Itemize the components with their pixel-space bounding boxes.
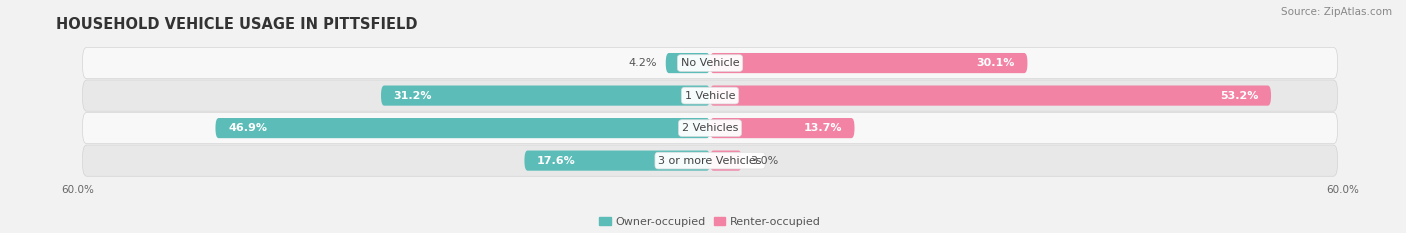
- Text: 46.9%: 46.9%: [228, 123, 267, 133]
- Text: 17.6%: 17.6%: [537, 156, 576, 166]
- Text: 4.2%: 4.2%: [628, 58, 657, 68]
- Text: 31.2%: 31.2%: [394, 91, 432, 101]
- Text: 30.1%: 30.1%: [976, 58, 1015, 68]
- Text: 2 Vehicles: 2 Vehicles: [682, 123, 738, 133]
- FancyBboxPatch shape: [83, 80, 1337, 111]
- FancyBboxPatch shape: [215, 118, 710, 138]
- Text: HOUSEHOLD VEHICLE USAGE IN PITTSFIELD: HOUSEHOLD VEHICLE USAGE IN PITTSFIELD: [56, 17, 418, 32]
- FancyBboxPatch shape: [83, 145, 1337, 176]
- FancyBboxPatch shape: [710, 86, 1271, 106]
- FancyBboxPatch shape: [83, 48, 1337, 79]
- Legend: Owner-occupied, Renter-occupied: Owner-occupied, Renter-occupied: [595, 212, 825, 231]
- FancyBboxPatch shape: [710, 151, 742, 171]
- FancyBboxPatch shape: [666, 53, 710, 73]
- Text: 53.2%: 53.2%: [1220, 91, 1258, 101]
- Text: Source: ZipAtlas.com: Source: ZipAtlas.com: [1281, 7, 1392, 17]
- FancyBboxPatch shape: [524, 151, 710, 171]
- Text: 1 Vehicle: 1 Vehicle: [685, 91, 735, 101]
- FancyBboxPatch shape: [83, 113, 1337, 144]
- FancyBboxPatch shape: [381, 86, 710, 106]
- Text: 3.0%: 3.0%: [751, 156, 779, 166]
- Text: 13.7%: 13.7%: [803, 123, 842, 133]
- FancyBboxPatch shape: [710, 118, 855, 138]
- FancyBboxPatch shape: [710, 53, 1028, 73]
- Text: 3 or more Vehicles: 3 or more Vehicles: [658, 156, 762, 166]
- Text: No Vehicle: No Vehicle: [681, 58, 740, 68]
